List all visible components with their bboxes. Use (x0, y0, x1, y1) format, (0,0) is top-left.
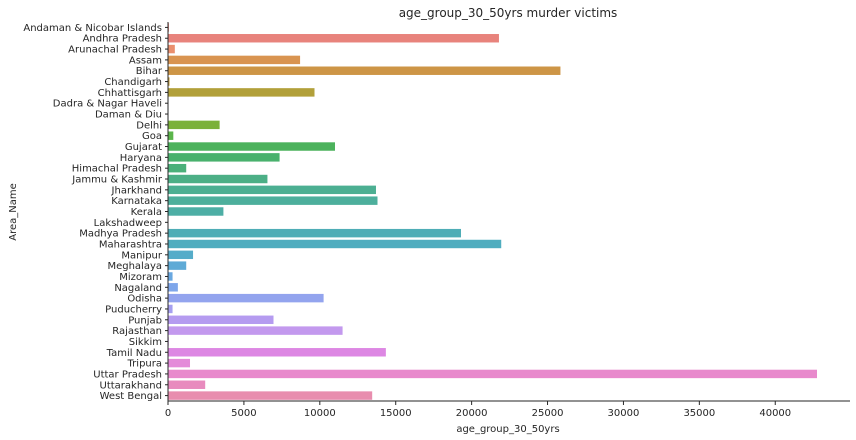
y-tick-label: Manipur (121, 250, 163, 261)
y-tick-label: Maharashtra (99, 239, 162, 250)
y-tick-label: Odisha (127, 294, 162, 305)
bar (168, 120, 220, 130)
y-tick-label: Chandigarh (104, 77, 162, 88)
bar (168, 163, 187, 173)
bar (168, 131, 174, 140)
bar (168, 380, 206, 389)
bar (168, 283, 178, 292)
bar (168, 304, 173, 314)
bar (168, 391, 373, 400)
y-tick-label: Mizoram (119, 272, 162, 283)
bar (168, 326, 343, 335)
y-tick-label: Chhattisgarh (98, 88, 162, 99)
y-tick-label: Bihar (136, 66, 163, 77)
y-tick-label: Uttar Pradesh (93, 369, 162, 380)
bar (168, 142, 335, 151)
y-tick-label: Goa (142, 131, 162, 142)
bar (168, 358, 191, 368)
x-tick-label: 25000 (532, 408, 564, 419)
bar (168, 272, 173, 281)
x-tick-label: 35000 (683, 408, 715, 419)
x-tick-label: 20000 (456, 408, 488, 419)
y-tick-label: Punjab (128, 315, 162, 326)
bar (168, 44, 175, 54)
bar (168, 315, 274, 325)
y-tick-label: Arunachal Pradesh (68, 45, 162, 56)
bar (168, 153, 280, 162)
bar (168, 250, 194, 260)
y-axis-title: Area_Name (8, 183, 19, 241)
y-tick-label: Rajasthan (112, 326, 162, 337)
y-tick-label: Sikkim (129, 337, 162, 348)
y-tick-label: Gujarat (125, 142, 162, 153)
y-tick-label: Karnataka (111, 196, 162, 207)
y-tick-label: Madhya Pradesh (79, 229, 162, 240)
y-tick-label: Delhi (136, 120, 162, 131)
bar (168, 239, 502, 249)
y-tick-label: Andaman & Nicobar Islands (23, 23, 162, 34)
bar (168, 228, 461, 238)
bar (168, 196, 378, 205)
y-tick-label: Daman & Diu (95, 110, 162, 121)
y-tick-label: West Bengal (100, 391, 162, 402)
bar (168, 66, 561, 75)
y-tick-label: Jharkhand (111, 185, 162, 196)
x-tick-label: 15000 (380, 408, 412, 419)
y-tick-label: Himachal Pradesh (72, 164, 162, 175)
y-tick-label: Puducherry (105, 304, 162, 315)
y-tick-label: Jammu & Kashmir (71, 175, 163, 186)
x-axis-title: age_group_30_50yrs (456, 424, 559, 435)
bar (168, 293, 324, 303)
bar (168, 185, 376, 195)
y-tick-label: Meghalaya (107, 261, 162, 272)
x-tick-label: 10000 (304, 408, 336, 419)
x-tick-label: 5000 (231, 408, 256, 419)
bar (168, 348, 386, 357)
bar (168, 369, 817, 379)
x-tick-label: 30000 (608, 408, 640, 419)
y-tick-label: Dadra & Nagar Haveli (53, 99, 162, 110)
x-tick-label: 40000 (759, 408, 791, 419)
y-tick-label: Haryana (120, 153, 162, 164)
y-tick-label: Andhra Pradesh (83, 34, 162, 45)
y-tick-label: Nagaland (114, 283, 162, 294)
bar (168, 88, 315, 97)
bar (168, 77, 170, 86)
bar (168, 55, 301, 65)
y-tick-label: Kerala (131, 207, 162, 218)
chart-title: age_group_30_50yrs murder victims (399, 6, 618, 20)
bar (168, 207, 224, 216)
bar (168, 174, 268, 184)
x-ticks: 0 5000 10000 15000 20000 25000 30000 35000 40000 (165, 401, 791, 419)
bar (168, 261, 187, 270)
y-tick-label: Tripura (127, 359, 162, 370)
y-tick-label: Assam (129, 55, 162, 66)
y-tick-label: Lakshadweep (94, 218, 162, 229)
bars-group (168, 23, 817, 400)
x-tick-label: 0 (165, 408, 171, 419)
bar (168, 34, 499, 43)
y-tick-label: Uttarakhand (100, 380, 162, 391)
y-tick-label: Tamil Nadu (106, 348, 162, 359)
